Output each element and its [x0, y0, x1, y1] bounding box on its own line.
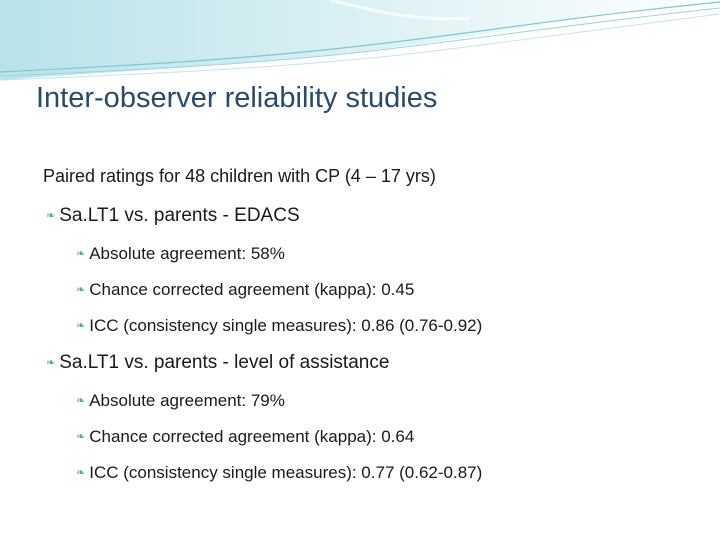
list-item: ❧ Chance corrected agreement (kappa): 0.6… — [76, 427, 414, 447]
list-item-text: Absolute agreement: 79% — [89, 391, 285, 410]
wave-bullet-icon: ❧ — [76, 431, 86, 443]
wave-bullet-icon: ❧ — [46, 210, 56, 222]
header-wave-decoration — [0, 0, 720, 81]
list-item-text: ICC (consistency single measures): 0.86 … — [89, 316, 483, 335]
list-item-text: Chance corrected agreement (kappa): 0.64 — [89, 427, 415, 446]
list-item: ❧ Absolute agreement: 58% — [76, 244, 285, 264]
list-item-text: Chance corrected agreement (kappa): 0.45 — [89, 280, 415, 299]
wave-bullet-icon: ❧ — [76, 284, 86, 296]
wave-bullet-icon: ❧ — [76, 395, 86, 407]
slide-title: Inter-observer reliability studies — [36, 82, 438, 114]
section-heading-assistance: ❧ Sa.LT1 vs. parents - level of assistanc… — [46, 352, 389, 374]
list-item-text: Absolute agreement: 58% — [89, 244, 285, 263]
list-item: ❧ Absolute agreement: 79% — [76, 391, 285, 411]
list-item: ❧ ICC (consistency single measures): 0.86… — [76, 316, 482, 336]
section-heading-label: Sa.LT1 vs. parents - level of assistance — [59, 352, 390, 373]
section-heading-label: Sa.LT1 vs. parents - EDACS — [59, 205, 300, 226]
section-heading-edacs: ❧ Sa.LT1 vs. parents - EDACS — [46, 205, 300, 227]
intro-text: Paired ratings for 48 children with CP (… — [43, 166, 436, 186]
wave-bullet-icon: ❧ — [76, 320, 86, 332]
wave-bullet-icon: ❧ — [76, 248, 86, 260]
list-item-text: ICC (consistency single measures): 0.77 … — [89, 463, 483, 482]
wave-bullet-icon: ❧ — [46, 357, 56, 369]
wave-bullet-icon: ❧ — [76, 467, 86, 479]
list-item: ❧ Chance corrected agreement (kappa): 0.4… — [76, 280, 414, 300]
list-item: ❧ ICC (consistency single measures): 0.77… — [76, 463, 482, 483]
